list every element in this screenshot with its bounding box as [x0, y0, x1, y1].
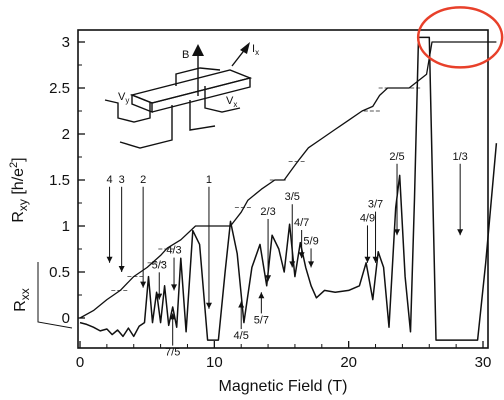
y-tick-label: 0	[62, 310, 70, 327]
rxx-label-main: R	[12, 300, 29, 312]
plot-frame	[77, 29, 489, 349]
svg-text:Vx: Vx	[226, 95, 237, 109]
series-layer	[79, 36, 498, 341]
x-axis-label: Magnetic Field (T)	[219, 378, 348, 395]
filling-factor-label: 1/3	[453, 151, 468, 163]
y-tick-label: 3	[62, 34, 70, 51]
svg-text:Rxx: Rxx	[12, 288, 32, 312]
hall-bar-side	[151, 77, 251, 113]
filling-factor-arrowhead	[364, 256, 371, 263]
filling-factor-label: 5/7	[254, 314, 269, 326]
vy-contact-lead	[104, 99, 151, 123]
vx-label: V	[226, 95, 234, 107]
filling-factor-label: 3	[119, 174, 125, 186]
y-axis-label-unit: [h/e	[10, 168, 27, 199]
filling-factor-label: 3/7	[368, 199, 383, 211]
svg-text:Ix: Ix	[252, 43, 259, 57]
svg-text:Rxy [h/e2]: Rxy [h/e2]	[8, 157, 30, 222]
ix-current-arrowhead	[240, 42, 250, 54]
filling-factor-label: 4/9	[360, 212, 375, 224]
y-axis-label-sup: 2	[8, 162, 20, 168]
filling-factor-arrowhead	[372, 256, 379, 263]
b-field-label: B	[182, 49, 189, 61]
x-tick-label: 20	[340, 354, 357, 371]
svg-text:Vy: Vy	[118, 91, 129, 105]
lower-contact-lead-2	[189, 100, 216, 131]
filling-factor-arrowhead	[238, 301, 245, 308]
ix-label: I	[252, 43, 255, 55]
vy-label: V	[118, 91, 126, 103]
x-tick-label: 10	[206, 354, 223, 371]
filling-factor-label: 1	[206, 174, 212, 186]
y-axis-ticks: 0 0.5 1 1.5 2 2.5 3	[49, 34, 85, 327]
rxx-label-sub: xx	[18, 288, 32, 300]
filling-factor-arrowhead	[118, 266, 125, 272]
filling-factor-arrowhead	[394, 229, 401, 236]
y-axis-label: Rxy [h/e2]	[8, 157, 30, 222]
hall-bar-schematic	[104, 47, 253, 149]
filling-factor-label: 2	[140, 174, 146, 186]
b-field-arrowhead	[192, 44, 204, 56]
filling-factor-arrowhead	[289, 261, 296, 268]
vy-label-sub: y	[125, 96, 129, 105]
filling-factor-arrowhead	[258, 292, 265, 299]
rxy-curve	[79, 41, 497, 319]
filling-factor-arrowhead	[265, 275, 272, 282]
hall-bar-front-face	[131, 93, 153, 114]
filling-factor-label: 4/3	[166, 245, 181, 257]
filling-factor-arrowhead	[140, 281, 147, 288]
filling-factor-arrowhead	[106, 256, 113, 263]
y-axis-label-close: ]	[10, 157, 27, 161]
filling-factor-label: 4/5	[234, 330, 249, 342]
filling-factor-arrowhead	[169, 313, 176, 320]
filling-factor-annotations: 4 3 2 1 5/3 4/3 2/3 3/5 4/7 5/9 3/74/9 2/5 1/3 7/5 4/5…	[106, 151, 467, 359]
x-axis-ticks: 0 10 20 30	[76, 341, 492, 371]
y-tick-label: 0.5	[49, 264, 70, 281]
filling-factor-label: 5/9	[303, 235, 318, 247]
filling-factor-label: 2/5	[389, 151, 404, 163]
y-tick-label: 2	[62, 126, 70, 143]
filling-factor-arrowhead	[205, 302, 212, 309]
x-tick-label: 0	[76, 354, 84, 371]
vx-label-sub: x	[233, 100, 237, 109]
rxx-axis-label: Rxx	[12, 288, 32, 312]
y-axis-label-main: R	[10, 211, 27, 223]
ix-label-sub: x	[255, 48, 259, 57]
filling-factor-label: 4/7	[294, 217, 309, 229]
vx-contact-lead	[204, 86, 241, 113]
lower-contact-lead	[119, 105, 173, 149]
filling-factor-label: 3/5	[285, 191, 300, 203]
filling-factor-arrowhead	[156, 293, 163, 300]
filling-factor-arrowhead	[457, 229, 464, 236]
filling-factor-label: 5/3	[152, 259, 167, 271]
upper-contact-lead	[175, 67, 221, 86]
filling-factor-arrowhead	[308, 261, 315, 268]
filling-factor-label: 7/5	[165, 347, 180, 359]
y-tick-label: 1	[62, 218, 70, 235]
filling-factor-arrowhead	[298, 252, 305, 259]
rxx-label-bracket	[37, 262, 73, 329]
filling-factor-label: 4	[106, 174, 112, 186]
rxx-curve	[79, 36, 498, 341]
filling-factor-label: 2/3	[260, 206, 275, 218]
highlight-circle	[416, 6, 504, 69]
x-tick-label: 30	[475, 354, 492, 371]
filling-factor-arrowhead	[171, 284, 178, 291]
y-tick-label: 2.5	[49, 80, 70, 97]
y-axis-label-sub: xy	[16, 199, 30, 211]
y-tick-label: 1.5	[49, 172, 70, 189]
